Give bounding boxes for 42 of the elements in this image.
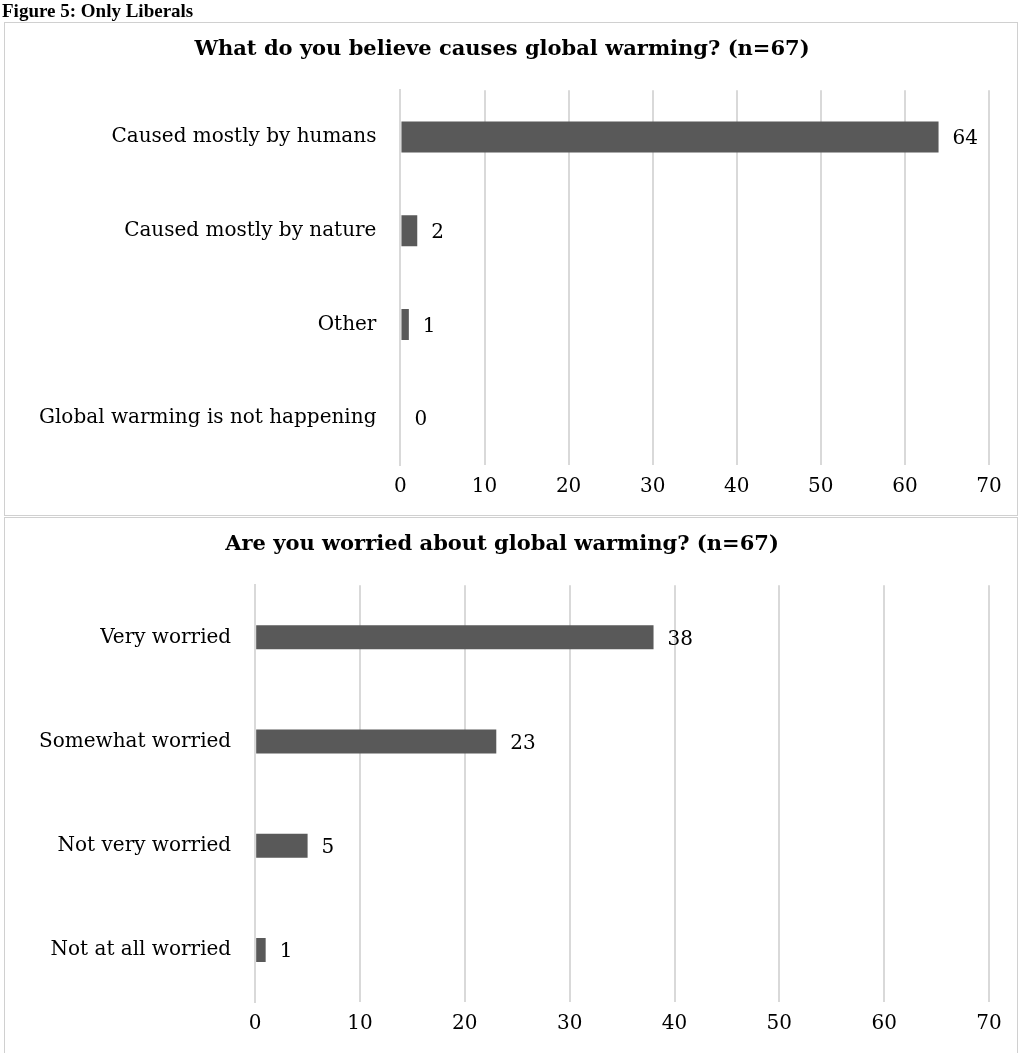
y-tick-label: Global warming is not happening: [38, 404, 377, 429]
y-tick-label: Caused mostly by nature: [124, 216, 377, 241]
y-tick-label: Not very worried: [57, 831, 232, 856]
bar: [401, 308, 409, 340]
bar: [256, 937, 266, 962]
y-tick-label: Other: [317, 310, 377, 335]
data-label: 1: [422, 312, 436, 337]
x-tick-label: 70: [976, 473, 1002, 498]
x-tick-label: 50: [766, 1010, 793, 1035]
bar: [256, 729, 497, 754]
y-tick-label: Caused mostly by humans: [111, 123, 377, 148]
data-label: 64: [952, 125, 979, 150]
data-label: 2: [431, 218, 444, 243]
data-label: 0: [414, 406, 428, 431]
x-tick-label: 10: [471, 473, 498, 498]
x-tick-label: 50: [808, 473, 834, 498]
y-tick-label: Very worried: [99, 623, 232, 648]
bar: [401, 121, 939, 153]
y-tick-label: Not at all worried: [50, 936, 232, 961]
bar: [401, 215, 418, 247]
bar: [256, 833, 308, 858]
data-label: 1: [279, 938, 293, 963]
data-label: 23: [510, 729, 536, 754]
x-tick-label: 0: [248, 1010, 262, 1035]
x-tick-label: 30: [639, 473, 666, 498]
x-tick-label: 40: [661, 1010, 688, 1035]
bar: [256, 625, 654, 650]
data-label: 5: [321, 833, 335, 858]
y-tick-label: Somewhat worried: [38, 727, 232, 752]
x-tick-label: 0: [394, 473, 407, 498]
x-tick-label: 30: [556, 1010, 583, 1035]
chart-title: What do you believe causes global warming? (n=67): [193, 35, 810, 61]
x-tick-label: 20: [555, 473, 582, 498]
x-tick-label: 20: [452, 1010, 478, 1035]
x-tick-label: 60: [871, 1010, 897, 1035]
data-label: 38: [667, 625, 693, 650]
caption: Figure 5: Only Liberals: [1, 0, 194, 22]
x-tick-label: 70: [976, 1010, 1002, 1035]
chart-title: Are you worried about global warming? (n=67): [224, 530, 779, 556]
x-tick-label: 40: [724, 473, 750, 498]
x-tick-label: 10: [347, 1010, 373, 1035]
x-tick-label: 60: [892, 473, 918, 498]
